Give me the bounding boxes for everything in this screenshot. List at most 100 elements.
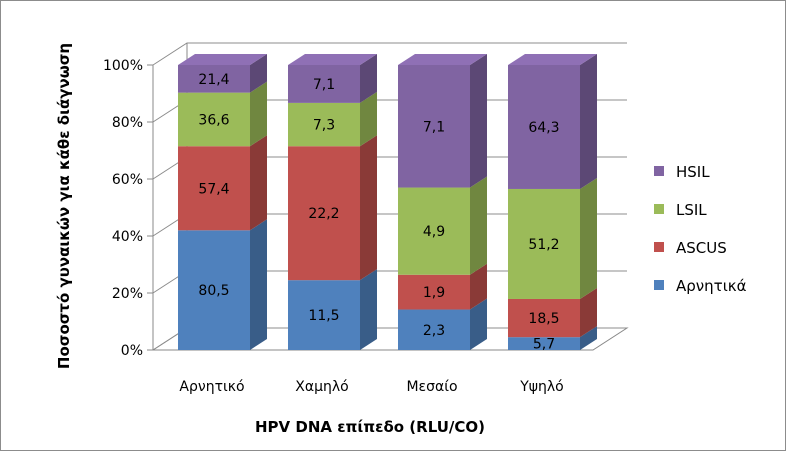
data-label: 1,9 (423, 285, 445, 301)
data-label: 7,1 (313, 77, 335, 93)
legend-swatch (654, 280, 664, 290)
bar-segment: 1,9 (398, 263, 487, 310)
legend-swatch (654, 242, 664, 252)
bar-side (470, 54, 487, 188)
data-label: 57,4 (198, 181, 229, 197)
bar-segment: 18,5 (508, 287, 597, 338)
bar-front (398, 309, 470, 350)
legend-label: ASCUS (676, 239, 727, 257)
bar-front (288, 102, 360, 147)
legend-label: Αρνητικά (676, 277, 747, 295)
y-axis-ticks: 0% 20% 40% 60% 80% 100% (103, 58, 153, 359)
bar-stack: 80,5 57,4 36,6 21,4 (178, 54, 267, 350)
data-label: 11,5 (308, 308, 339, 324)
legend-label: HSIL (676, 163, 710, 181)
data-label: 80,5 (198, 283, 229, 299)
bars-group: 80,5 57,4 36,6 21,4 11,5 22,2 7,3 7,1 2,3 1,9 4,9 7… (178, 54, 597, 353)
data-label: 4,9 (423, 224, 445, 240)
bar-front (508, 188, 580, 299)
legend-item: ASCUS (654, 239, 727, 257)
bar-top (398, 54, 487, 65)
data-label: 22,2 (308, 206, 339, 222)
bar-segment: 4,9 (398, 176, 487, 275)
legend-swatch (654, 166, 664, 176)
bar-segment: 2,3 (398, 298, 487, 350)
bar-segment: 7,1 (398, 54, 487, 188)
data-label: 51,2 (528, 237, 559, 253)
y-axis-label: Ποσοστό γυναικών για κάθε διάγνωση (55, 43, 73, 369)
legend: HSIL LSIL ASCUS Αρνητικά (654, 163, 747, 295)
legend-swatch (654, 204, 664, 214)
x-tick-label: Μεσαίο (406, 379, 457, 395)
data-label: 18,5 (528, 311, 559, 327)
bar-side (580, 54, 597, 189)
bar-front (178, 65, 250, 93)
legend-label: LSIL (676, 201, 707, 219)
bar-front (398, 65, 470, 188)
x-tick-label: Υψηλό (519, 379, 564, 395)
bar-segment: 22,2 (288, 135, 377, 281)
bar-side (470, 263, 487, 310)
bar-side (580, 177, 597, 299)
bar-front (508, 298, 580, 338)
y-tick-label: 100% (103, 58, 143, 74)
data-label: 21,4 (198, 72, 229, 88)
bar-front (508, 65, 580, 189)
bar-segment: 57,4 (178, 135, 267, 231)
bar-side (360, 269, 377, 350)
bar-side (250, 81, 267, 147)
bar-front (288, 280, 360, 350)
bar-top (508, 54, 597, 65)
data-label: 64,3 (528, 120, 559, 136)
bar-segment: 64,3 (508, 54, 597, 189)
bar-front (288, 146, 360, 281)
bar-stack: 5,7 18,5 51,2 64,3 (508, 54, 597, 353)
x-axis-label: HPV DNA επίπεδο (RLU/CO) (255, 418, 485, 436)
bar-top (288, 54, 377, 65)
y-tick-label: 40% (112, 229, 143, 245)
bar-front (178, 146, 250, 231)
bar-front (288, 65, 360, 103)
bar-side (580, 326, 597, 350)
bar-stack: 11,5 22,2 7,3 7,1 (288, 54, 377, 350)
y-tick-label: 60% (112, 172, 143, 188)
y-tick-label: 80% (112, 115, 143, 131)
bar-side (250, 219, 267, 350)
bar-segment: 21,4 (178, 54, 267, 93)
x-tick-label: Αρνητικό (179, 379, 244, 395)
legend-item: HSIL (654, 163, 710, 181)
bar-side (470, 298, 487, 350)
bar-segment: 80,5 (178, 219, 267, 350)
bar-segment: 7,3 (288, 91, 377, 147)
x-axis-ticks: Αρνητικό Χαμηλό Μεσαίο Υψηλό (179, 379, 563, 395)
y-tick-label: 20% (112, 286, 143, 302)
data-label: 7,3 (313, 118, 335, 134)
bar-segment: 36,6 (178, 81, 267, 147)
bar-side (250, 135, 267, 231)
bar-front (178, 92, 250, 147)
bar-front (508, 337, 580, 350)
gridline (152, 42, 627, 66)
bar-side (580, 287, 597, 338)
bar-side (360, 91, 377, 147)
legend-item: LSIL (654, 201, 707, 219)
legend-item: Αρνητικά (654, 277, 747, 295)
bar-segment: 11,5 (288, 269, 377, 350)
data-label: 36,6 (198, 112, 229, 128)
bar-segment: 51,2 (508, 177, 597, 299)
bar-top (178, 54, 267, 65)
bar-front (178, 230, 250, 350)
bar-side (360, 54, 377, 103)
data-label: 2,3 (423, 323, 445, 339)
bar-segment: 5,7 (508, 326, 597, 353)
y-tick-label: 0% (121, 343, 143, 359)
bar-stack: 2,3 1,9 4,9 7,1 (398, 54, 487, 350)
data-label: 5,7 (533, 337, 555, 353)
bar-side (250, 54, 267, 93)
bar-segment: 7,1 (288, 54, 377, 103)
bar-side (470, 176, 487, 275)
bar-front (398, 274, 470, 310)
bar-front (398, 187, 470, 275)
